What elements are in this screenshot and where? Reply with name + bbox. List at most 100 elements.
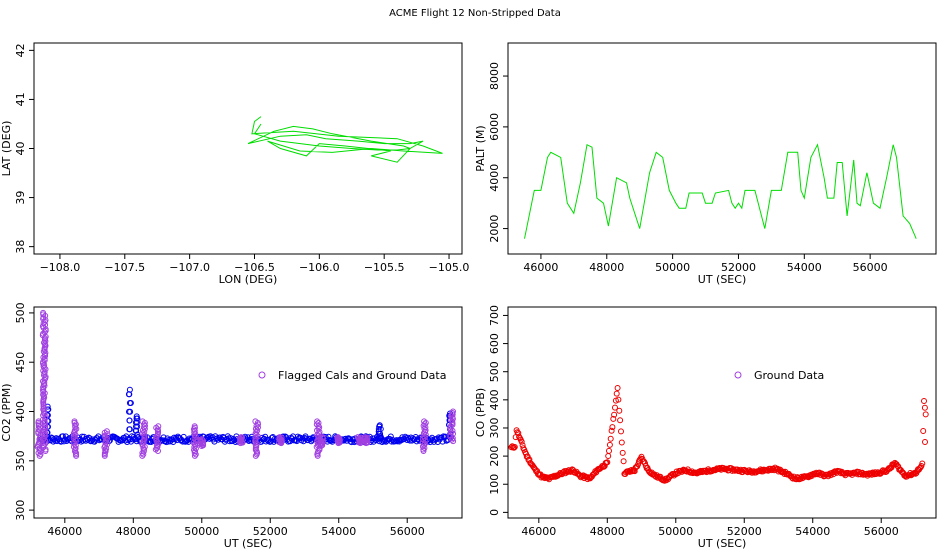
y-tick-label: 2000 (488, 215, 501, 243)
x-tick-label: 46000 (521, 525, 556, 538)
y-tick-label: 38 (14, 240, 27, 254)
y-axis-label: LAT (DEG) (0, 121, 13, 177)
data-point (609, 424, 616, 431)
data-point (620, 458, 627, 465)
data-point (370, 438, 377, 445)
data-point (922, 411, 929, 418)
flagged-point (152, 446, 159, 453)
plot-area (508, 385, 929, 484)
data-point (616, 407, 623, 414)
figure-title: ACME Flight 12 Non-Stripped Data (389, 8, 561, 19)
data-point (646, 468, 653, 475)
flagged-point (421, 418, 428, 425)
legend-marker (734, 371, 742, 379)
data-point (617, 417, 624, 424)
flagged-point (71, 418, 78, 425)
flagged-point (199, 437, 206, 444)
legend-marker (258, 371, 266, 379)
flagged-point (448, 429, 454, 436)
flagged-point (313, 421, 320, 428)
chart-lat-lon: −108.0 −107.5 −107.0 −106.5 −106.0 −105.5 −105… (0, 42, 470, 286)
data-point (660, 477, 667, 483)
chart-co-ut: 46000 48000 50000 52000 54000 56000 0 100 200 300… (474, 305, 937, 550)
data-point (133, 423, 139, 430)
y-tick-label: 400 (14, 401, 27, 422)
data-point (619, 449, 626, 456)
x-tick-label: 48000 (116, 525, 151, 538)
x-tick-label: 54000 (321, 525, 356, 538)
x-tick-label: 52000 (721, 261, 756, 274)
flagged-point (449, 414, 456, 421)
data-point (515, 430, 522, 437)
y-axis-label: CO (PPB) (474, 388, 487, 437)
flagged-point (315, 419, 322, 426)
chart-co2-ut: 46000 48000 50000 52000 54000 56000 300 350 400 4… (0, 302, 463, 550)
y-tick-label: 500 (14, 302, 27, 323)
flagged-point (421, 421, 428, 428)
y-tick-label: 41 (14, 92, 27, 106)
flagged-point (72, 421, 79, 428)
data-point (579, 473, 586, 480)
data-point (282, 433, 289, 440)
x-tick-label: 54000 (795, 525, 830, 538)
flagged-point (420, 430, 427, 437)
data-point (605, 453, 612, 459)
y-tick-label: 300 (488, 417, 501, 438)
x-axis-label: UT (SEC) (698, 273, 746, 286)
y-tick-label: 200 (488, 446, 501, 467)
flagged-point (314, 418, 321, 425)
data-point (375, 430, 382, 437)
y-tick-label: 40 (14, 142, 27, 156)
data-point (127, 408, 134, 415)
plot-frame (507, 42, 937, 255)
x-tick-label: −106.0 (299, 261, 340, 274)
flagged-point (191, 423, 198, 430)
y-tick-label: 400 (488, 389, 501, 410)
y-tick-label: 42 (14, 43, 27, 57)
flagged-point (361, 434, 368, 441)
y-axis-label: CO2 (PPM) (0, 383, 13, 441)
x-tick-label: 52000 (727, 525, 762, 538)
series-line (247, 116, 443, 163)
x-axis-label: UT (SEC) (698, 537, 746, 550)
data-point (613, 390, 620, 397)
data-point (126, 426, 133, 433)
flagged-point (420, 436, 426, 443)
data-point (921, 398, 927, 404)
flagged-point (364, 434, 371, 441)
y-axis-label: PALT (M) (474, 125, 487, 171)
x-tick-label: 56000 (864, 525, 899, 538)
flagged-point (191, 435, 198, 442)
data-point (917, 464, 924, 471)
data-point (133, 413, 140, 420)
x-tick-label: 48000 (590, 525, 625, 538)
y-tick-label: 600 (488, 333, 501, 354)
flagged-point (139, 418, 146, 425)
y-tick-label: 4000 (488, 164, 501, 192)
data-point (618, 439, 625, 446)
x-tick-label: 46000 (47, 525, 82, 538)
data-point (565, 467, 572, 474)
data-point (610, 415, 617, 422)
x-tick-label: −108.0 (40, 261, 81, 274)
y-tick-label: 700 (488, 305, 501, 326)
data-point (606, 447, 612, 454)
flagged-point (450, 438, 457, 445)
data-point (615, 396, 622, 403)
flagged-point (276, 434, 283, 441)
x-tick-label: 48000 (589, 261, 624, 274)
x-tick-label: −106.5 (234, 261, 275, 274)
series-line (524, 143, 917, 239)
flagged-point (154, 426, 161, 433)
data-point (922, 439, 928, 445)
flagged-point (103, 428, 110, 435)
plot-frame (33, 306, 463, 519)
plot-area (247, 116, 443, 163)
data-point (132, 419, 139, 426)
data-point (511, 444, 518, 450)
data-point (376, 422, 383, 429)
y-tick-label: 300 (14, 500, 27, 521)
x-tick-label: −105.0 (429, 261, 470, 274)
data-point (511, 444, 517, 451)
flagged-point (252, 418, 259, 425)
